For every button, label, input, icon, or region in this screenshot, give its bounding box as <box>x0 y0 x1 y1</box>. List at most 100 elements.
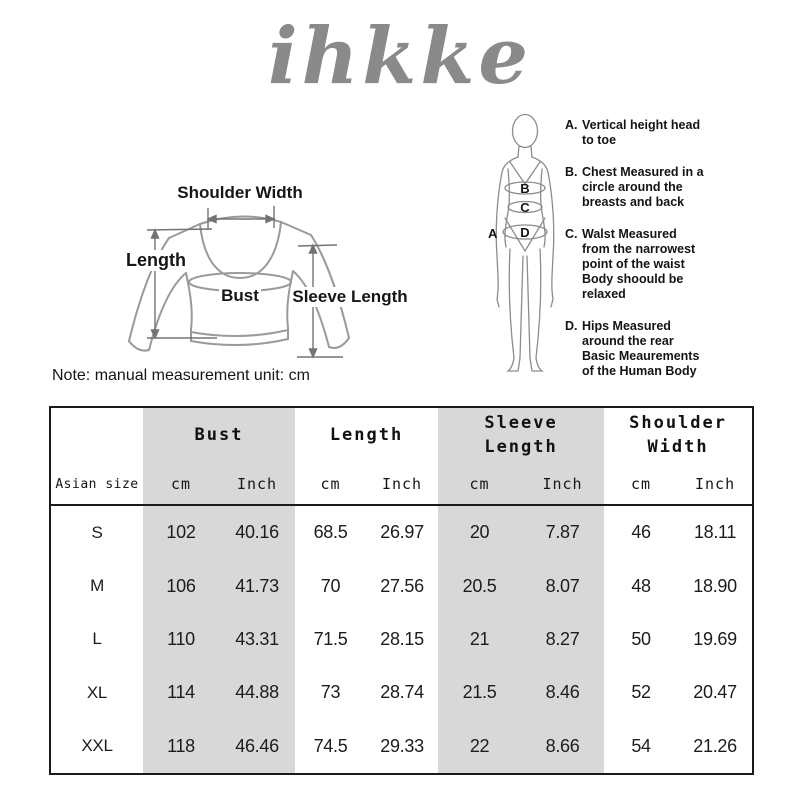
table-row-xxl: XXL 118 46.46 74.5 29.33 22 8.66 54 21.2… <box>50 719 753 774</box>
guide-key: C. <box>565 227 578 241</box>
shoulder-width-arrow <box>206 206 276 230</box>
marker-a: A <box>488 226 498 241</box>
measurement-cell: 18.90 <box>693 575 737 596</box>
measurement-cell: 7.87 <box>521 505 605 560</box>
size-label-cell: XXL <box>81 736 113 756</box>
unit-cell-cm: cm <box>631 475 652 493</box>
measurement-cell: 19.69 <box>693 628 737 649</box>
unit-cell-inch: Inch <box>694 475 736 493</box>
measurement-cell: 8.27 <box>521 612 605 667</box>
group-header-bust: Bust <box>143 407 296 464</box>
size-label-cell: XL <box>86 682 108 702</box>
unit-cell-inch: Inch <box>521 464 605 505</box>
measurement-cell: 28.15 <box>380 628 424 649</box>
guide-text: Vertical height head to toe <box>582 118 701 147</box>
garment-outline <box>128 215 350 352</box>
measurement-cell: 118 <box>143 719 219 774</box>
table-row-s: S 102 40.16 68.5 26.97 20 7.87 46 18.11 <box>50 505 753 560</box>
measurement-cell: 48 <box>631 575 651 596</box>
measurement-cell: 21.26 <box>693 735 737 756</box>
measurement-cell: 29.33 <box>380 735 424 756</box>
measurement-cell: 70 <box>320 575 341 596</box>
body-figure-diagram: A B C D <box>486 106 576 378</box>
measurement-cell: 106 <box>143 559 219 613</box>
measurement-cell: 110 <box>143 612 219 667</box>
guide-item-c: C. Walst Measured from the narrowest poi… <box>565 227 730 302</box>
measurement-cell: 8.66 <box>521 719 605 774</box>
marker-b: B <box>520 181 529 196</box>
shoulder-width-label: Shoulder Width <box>175 183 305 203</box>
body-figure-drawing: A B C D <box>488 113 555 372</box>
brand-logo: ihkke <box>267 11 533 102</box>
guide-text: Chest Measured in a circle around the br… <box>582 165 704 209</box>
measurement-cell: 74.5 <box>313 735 348 756</box>
measurement-cell: 28.74 <box>380 682 424 703</box>
measurement-cell: 20.47 <box>693 682 737 703</box>
measurement-cell: 22 <box>438 719 522 774</box>
guide-key: B. <box>565 165 578 179</box>
measurement-cell: 21.5 <box>438 666 522 720</box>
corner-cell <box>50 407 143 464</box>
table-row-xl: XL 114 44.88 73 28.74 21.5 8.46 52 20.47 <box>50 666 753 720</box>
figure-markers: A B C D <box>488 181 530 241</box>
group-header-row: Bust Length Sleeve Length Shoulder Width <box>50 407 753 464</box>
sleeve-length-label: Sleeve Length <box>290 287 410 307</box>
size-label-cell: S <box>91 522 103 542</box>
measurement-cell: 41.73 <box>219 559 296 613</box>
unit-cell-inch: Inch <box>381 475 423 493</box>
measurement-cell: 21 <box>438 612 522 667</box>
measurement-cell: 18.11 <box>693 522 737 543</box>
size-table-body: S 102 40.16 68.5 26.97 20 7.87 46 18.11 … <box>50 505 753 774</box>
guide-item-a: A. Vertical height head to toe <box>565 118 730 148</box>
length-arrow <box>146 228 217 340</box>
measurement-cell: 8.46 <box>521 666 605 720</box>
measurement-cell: 26.97 <box>380 522 424 543</box>
guide-text: Hips Measured around the rear Basic Meau… <box>582 319 700 378</box>
row-header-asian-size: Asian size <box>55 476 139 492</box>
measurement-cell: 68.5 <box>313 522 348 543</box>
measurement-guide: A. Vertical height head to toe B. Chest … <box>565 118 730 396</box>
guide-item-b: B. Chest Measured in a circle around the… <box>565 165 730 210</box>
length-label: Length <box>124 250 188 271</box>
measurement-note: Note: manual measurement unit: cm <box>52 367 310 384</box>
measurement-cell: 102 <box>143 505 219 560</box>
measurement-cell: 54 <box>631 735 651 756</box>
measurement-cell: 27.56 <box>380 575 424 596</box>
measurement-cell: 52 <box>631 682 651 703</box>
unit-cell-cm: cm <box>143 464 219 505</box>
guide-item-d: D. Hips Measured around the rear Basic M… <box>565 319 730 379</box>
group-header-length: Length <box>329 425 404 446</box>
guide-key: A. <box>565 118 578 132</box>
marker-c: C <box>520 200 530 215</box>
group-header-sleeve-length: Sleeve Length <box>438 407 605 464</box>
size-label-cell: M <box>90 576 104 596</box>
measurement-cell: 20.5 <box>438 559 522 613</box>
guide-text: Walst Measured from the narrowest point … <box>582 227 696 301</box>
unit-cell-inch: Inch <box>219 464 296 505</box>
size-label-cell: L <box>92 629 102 649</box>
measurement-cell: 71.5 <box>313 628 348 649</box>
garment-drawing <box>128 206 350 359</box>
bust-label: Bust <box>219 286 261 306</box>
measurement-cell: 114 <box>143 666 219 720</box>
guide-key: D. <box>565 319 578 333</box>
unit-cell-cm: cm <box>438 464 522 505</box>
measurement-cell: 50 <box>631 628 651 649</box>
group-header-shoulder-width: Shoulder Width <box>629 413 727 457</box>
measurement-cell: 46.46 <box>219 719 296 774</box>
body-outline <box>495 113 555 372</box>
size-table: Bust Length Sleeve Length Shoulder Width… <box>49 406 755 775</box>
marker-d: D <box>520 225 529 240</box>
unit-cell-cm: cm <box>320 475 341 493</box>
measurement-cell: 73 <box>320 682 341 703</box>
table-row-m: M 106 41.73 70 27.56 20.5 8.07 48 18.90 <box>50 559 753 613</box>
measurement-cell: 40.16 <box>219 505 296 560</box>
unit-header-row: Asian size cm Inch cm Inch cm Inch cm In… <box>50 464 753 505</box>
garment-measurement-diagram: Shoulder Width Length Bust Sleeve Length… <box>50 180 450 395</box>
table-row-l: L 110 43.31 71.5 28.15 21 8.27 50 19.69 <box>50 612 753 667</box>
measurement-cell: 20 <box>438 505 522 560</box>
measurement-cell: 43.31 <box>219 612 296 667</box>
measurement-cell: 46 <box>631 522 651 543</box>
measurement-cell: 44.88 <box>219 666 296 720</box>
